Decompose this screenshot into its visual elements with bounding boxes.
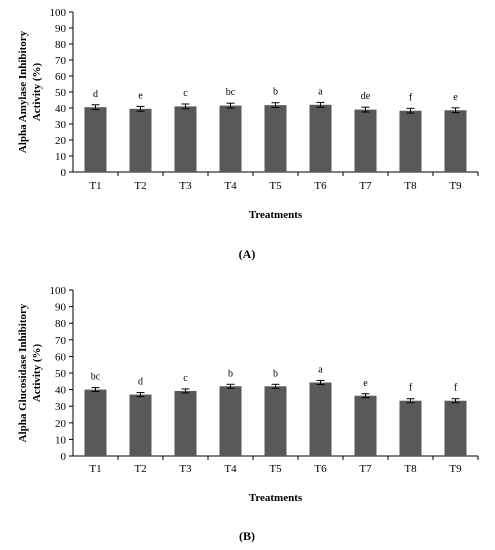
x-tick-label: T4 — [224, 180, 237, 192]
significance-label: f — [409, 383, 413, 394]
y-tick-label: 60 — [55, 351, 67, 363]
y-tick-label: 0 — [61, 167, 67, 179]
x-tick-label: T8 — [404, 463, 417, 475]
bar — [219, 105, 242, 172]
x-tick-label: T2 — [134, 463, 146, 475]
significance-label: d — [93, 89, 98, 100]
significance-label: bc — [91, 372, 101, 383]
bar — [399, 110, 422, 172]
significance-label: c — [183, 373, 188, 384]
significance-label: b — [273, 368, 278, 379]
significance-label: c — [183, 88, 188, 99]
bar — [444, 110, 467, 172]
significance-label: e — [363, 378, 368, 389]
significance-label: f — [454, 383, 458, 394]
y-tick-label: 0 — [61, 451, 67, 463]
y-axis-title: Alpha Amylase Inhibitory Activity (%) — [17, 30, 43, 153]
y-tick-label: 30 — [55, 401, 67, 413]
y-tick-label: 80 — [55, 318, 67, 330]
x-axis-title: Treatments — [249, 492, 303, 504]
significance-label: bc — [226, 87, 236, 98]
y-tick-label: 40 — [55, 103, 67, 115]
x-tick-label: T7 — [359, 180, 372, 192]
bar — [129, 108, 152, 172]
y-axis-title-line-1: Alpha Amylase Inhibitory — [17, 30, 29, 153]
x-tick-label: T1 — [89, 463, 101, 475]
y-tick-label: 70 — [55, 335, 67, 347]
y-tick-label: 100 — [50, 7, 67, 19]
y-tick-label: 20 — [55, 135, 67, 147]
x-tick-label: T7 — [359, 463, 372, 475]
bar — [84, 389, 107, 456]
y-axis-title-line-2: Activity (%) — [31, 62, 43, 121]
x-tick-label: T3 — [179, 463, 192, 475]
bar — [264, 105, 287, 172]
chart-panel-b: 0 10 20 30 40 50 60 70 80 90 100 bc T1 d T2 c T3 b T4 b T5 a T… — [17, 285, 479, 543]
y-tick-label: 10 — [55, 151, 67, 163]
x-axis-title: Treatments — [249, 209, 303, 221]
y-tick-label: 40 — [55, 385, 67, 397]
significance-label: b — [228, 368, 233, 379]
y-tick-label: 90 — [55, 302, 67, 314]
significance-label: de — [361, 91, 371, 102]
x-tick-label: T9 — [449, 463, 462, 475]
significance-label: f — [409, 92, 413, 103]
bar — [174, 106, 197, 172]
bar — [354, 109, 377, 172]
bar — [219, 386, 242, 456]
significance-label: d — [138, 377, 143, 388]
y-axis-title-line-1: Alpha Glucosidase Inhibitory — [17, 303, 29, 442]
significance-label: e — [453, 92, 458, 103]
y-axis-title-line-2: Activity (%) — [31, 343, 43, 402]
x-tick-label: T3 — [179, 180, 192, 192]
x-tick-label: T1 — [89, 180, 101, 192]
significance-label: b — [273, 87, 278, 98]
y-tick-label: 90 — [55, 23, 67, 35]
x-tick-label: T5 — [269, 180, 282, 192]
bar — [354, 395, 377, 456]
panel-label: (B) — [239, 529, 255, 543]
y-tick-label: 20 — [55, 418, 67, 430]
significance-label: a — [318, 86, 323, 97]
x-tick-label: T9 — [449, 180, 462, 192]
y-tick-label: 50 — [55, 87, 67, 99]
bar — [264, 386, 287, 456]
bar — [444, 400, 467, 456]
y-tick-label: 50 — [55, 368, 67, 380]
bar — [174, 390, 197, 456]
x-tick-label: T8 — [404, 180, 417, 192]
y-tick-label: 30 — [55, 119, 67, 131]
bar — [399, 400, 422, 456]
significance-label: e — [138, 90, 143, 101]
y-tick-label: 70 — [55, 55, 67, 67]
significance-label: a — [318, 364, 323, 375]
x-tick-label: T2 — [134, 180, 146, 192]
panel-label: (A) — [239, 247, 256, 261]
bar — [129, 394, 152, 456]
y-tick-label: 60 — [55, 71, 67, 83]
x-tick-label: T4 — [224, 463, 237, 475]
chart-panel-a: 0 10 20 30 40 50 60 70 80 90 100 d T1 e T2 c T3 bc T4 b T5 a T… — [17, 7, 479, 261]
bar — [84, 107, 107, 172]
x-tick-label: T6 — [314, 180, 327, 192]
bar — [309, 104, 332, 172]
bar — [309, 382, 332, 456]
x-tick-label: T6 — [314, 463, 327, 475]
x-tick-label: T5 — [269, 463, 282, 475]
y-axis-title: Alpha Glucosidase Inhibitory Activity (%) — [17, 303, 43, 442]
y-tick-label: 80 — [55, 39, 67, 51]
y-tick-label: 10 — [55, 434, 67, 446]
y-tick-label: 100 — [50, 285, 67, 297]
